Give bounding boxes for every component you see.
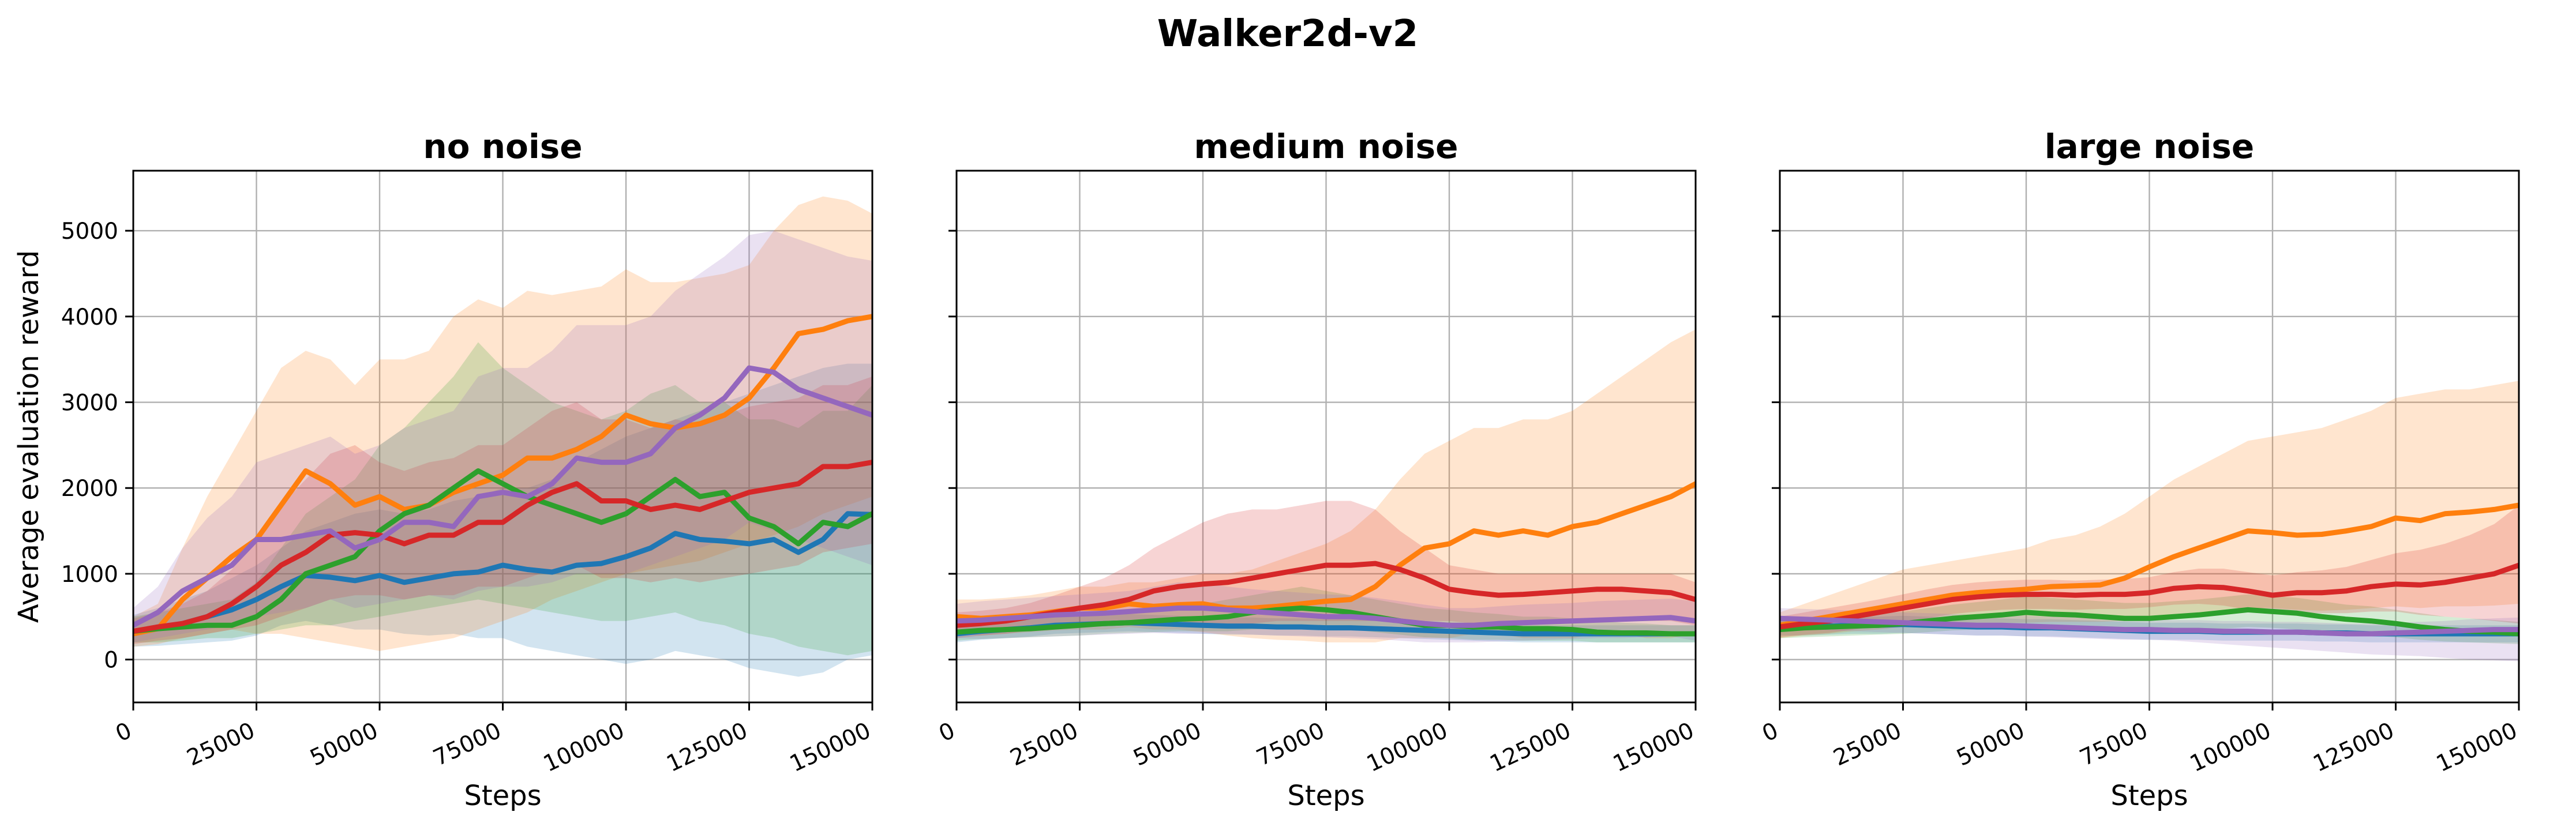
series-group xyxy=(133,196,872,677)
series-line-red xyxy=(1780,562,2519,630)
y-tick-label: 0 xyxy=(104,648,118,674)
panel-title: medium noise xyxy=(1194,127,1458,166)
x-axis-label: Steps xyxy=(464,780,541,812)
series-line-green xyxy=(133,468,872,634)
series-line-orange xyxy=(1780,502,2519,628)
y-axis-label: Average evaluation reward xyxy=(13,250,45,623)
series-line-purple xyxy=(1780,615,2519,637)
y-tick-label: 1000 xyxy=(61,562,118,588)
series-line-blue xyxy=(133,511,872,634)
x-axis-label: Steps xyxy=(1287,780,1364,812)
panel-title: large noise xyxy=(2045,127,2255,166)
panel-1: 0 25000 50000 75000 100000 125000 150000medium… xyxy=(935,127,1698,812)
y-tick-label: 4000 xyxy=(61,305,118,330)
series-line-purple xyxy=(133,365,872,629)
series-line-green xyxy=(957,605,1696,637)
y-tick-label: 3000 xyxy=(61,390,118,416)
series-group xyxy=(1780,381,2519,661)
panel-title: no noise xyxy=(423,127,582,166)
y-tick-label: 2000 xyxy=(61,476,118,502)
series-band-purple xyxy=(1780,608,2519,661)
panel-2: 0 25000 50000 75000 100000 125000 150000large … xyxy=(1758,127,2522,812)
series-band-red xyxy=(1780,505,2519,637)
series-line-purple xyxy=(957,605,1696,628)
series-group xyxy=(957,329,1696,642)
x-axis-label: Steps xyxy=(2110,780,2188,812)
y-tick-label: 5000 xyxy=(61,219,118,245)
series-band-purple xyxy=(133,231,872,642)
series-band-orange xyxy=(957,329,1696,642)
series-band-orange xyxy=(1780,381,2519,638)
series-line-red xyxy=(133,460,872,634)
figure-title: Walker2d-v2 xyxy=(1157,13,1418,55)
panel-0: 0 25000 50000 75000 100000 125000 150000010002… xyxy=(13,127,875,812)
series-line-red xyxy=(957,561,1696,628)
panels: 0 25000 50000 75000 100000 125000 150000010002… xyxy=(13,127,2521,812)
